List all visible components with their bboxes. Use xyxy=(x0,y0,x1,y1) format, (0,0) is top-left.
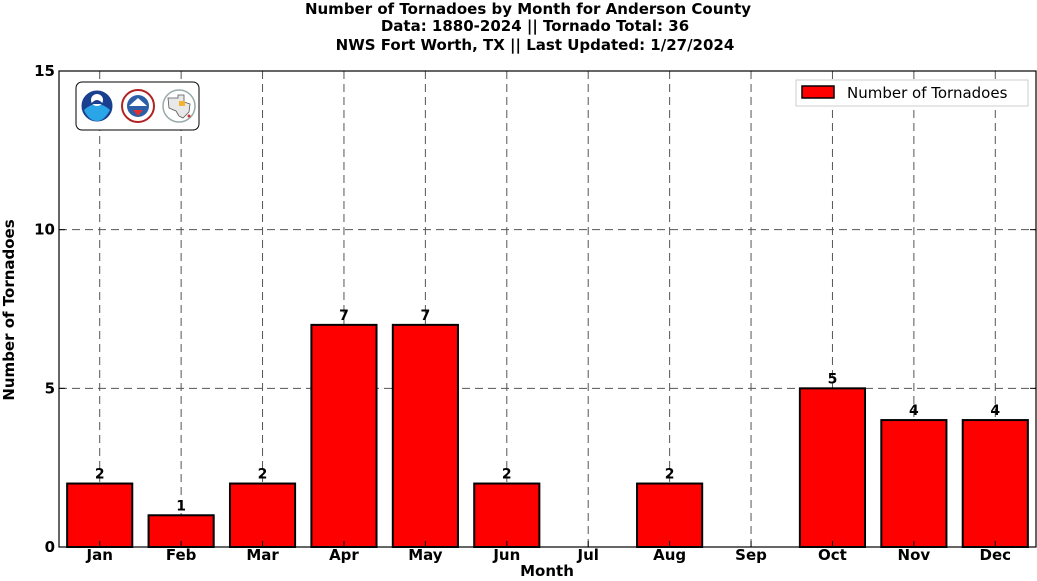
x-tick-label-sep: Sep xyxy=(735,546,767,564)
bar-data-label: 2 xyxy=(665,467,675,483)
bar-data-labels: 2 1 2 7 7 2 2 5 4 4 xyxy=(95,308,1001,514)
x-tick-label-dec: Dec xyxy=(980,546,1012,564)
bar-nov xyxy=(880,419,948,549)
x-tick-label-jan: Jan xyxy=(86,546,113,564)
x-tick-label-mar: Mar xyxy=(246,546,279,564)
x-tick-label-jul: Jul xyxy=(577,546,599,564)
texas-map-logo-icon xyxy=(162,89,196,123)
chart-subtitle-line-2: NWS Fort Worth, TX || Last Updated: 1/27… xyxy=(336,36,735,55)
x-tick-label-aug: Aug xyxy=(653,546,686,564)
bar-dec xyxy=(961,419,1029,549)
x-axis-label: Month xyxy=(520,562,574,580)
x-tick-label-feb: Feb xyxy=(166,546,197,564)
x-tick-label-may: May xyxy=(408,546,443,564)
chart-title: Number of Tornadoes by Month for Anderso… xyxy=(305,0,751,18)
bar-data-label: 2 xyxy=(258,467,268,483)
bar-jun xyxy=(473,482,541,548)
bar-data-label: 7 xyxy=(339,308,349,324)
legend-swatch xyxy=(801,85,835,99)
x-tick-label-apr: Apr xyxy=(329,546,359,564)
bar-apr xyxy=(310,323,378,548)
x-axis-ticks: Jan Feb Mar Apr May Jun Jul Aug Sep Oct Nov Dec xyxy=(86,541,1012,564)
agency-logos xyxy=(75,81,200,131)
y-tick-label: 0 xyxy=(45,538,55,556)
chart-subtitle-line-1: Data: 1880-2024 || Tornado Total: 36 xyxy=(381,17,689,36)
y-axis-label: Number of Tornadoes xyxy=(0,219,18,400)
y-tick-label: 10 xyxy=(34,221,55,239)
bar-data-label: 5 xyxy=(828,371,838,387)
x-tick-label-oct: Oct xyxy=(818,546,847,564)
bars xyxy=(66,323,1029,549)
bar-data-label: 2 xyxy=(95,467,105,483)
x-tick-label-jun: Jun xyxy=(492,546,520,564)
noaa-logo-icon xyxy=(80,89,114,123)
bar-may xyxy=(391,323,459,548)
x-tick-label-nov: Nov xyxy=(898,546,931,564)
plot-frame xyxy=(58,70,1037,548)
legend-entry-label: Number of Tornadoes xyxy=(847,84,1008,102)
y-tick-label: 5 xyxy=(45,379,55,397)
bar-data-label: 4 xyxy=(909,403,919,419)
bar-data-label: 1 xyxy=(176,498,186,514)
legend-box xyxy=(795,79,1029,107)
bar-data-label: 7 xyxy=(421,308,431,324)
legend: Number of Tornadoes xyxy=(795,79,1029,107)
bar-jan xyxy=(66,482,134,548)
bar-data-label: 4 xyxy=(990,403,1000,419)
bar-data-label: 2 xyxy=(502,467,512,483)
bar-aug xyxy=(636,482,704,548)
bar-mar xyxy=(228,482,297,548)
bar-oct xyxy=(798,387,867,549)
y-tick-label: 15 xyxy=(34,62,55,80)
nws-logo-icon xyxy=(121,89,155,123)
